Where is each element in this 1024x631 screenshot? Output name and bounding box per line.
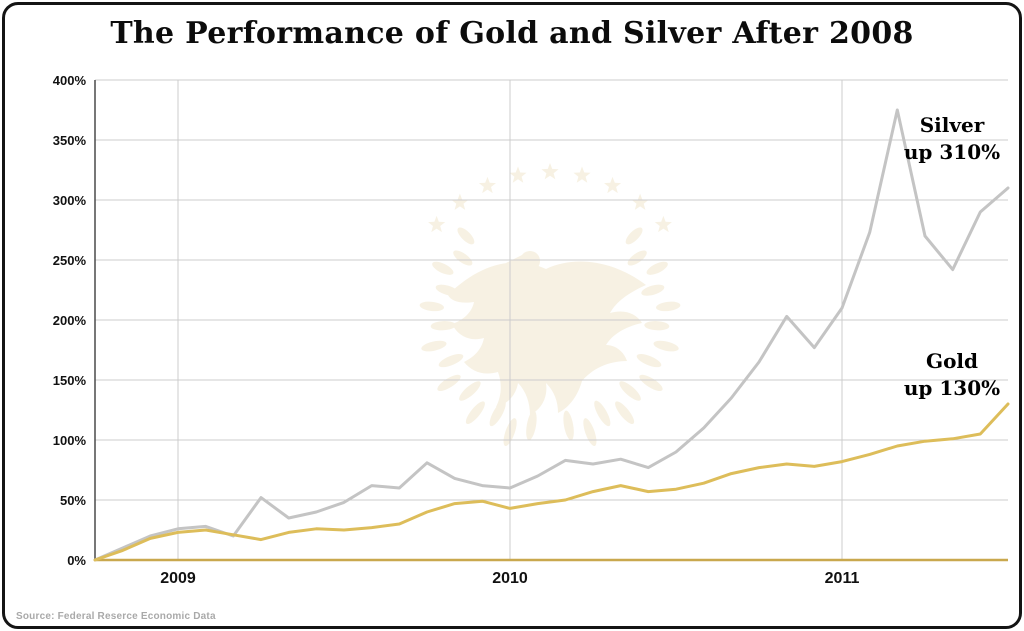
x-tick-label: 2010 [492, 570, 528, 587]
laurel-leaf [656, 301, 681, 312]
star-icon [654, 215, 672, 233]
laurel-leaf [644, 321, 670, 331]
laurel-leaf [625, 227, 643, 245]
laurel-leaf [646, 261, 668, 275]
laurel-leaf [457, 227, 475, 245]
star-icon [631, 193, 649, 210]
laurel-leaf [465, 401, 485, 425]
star-icon [509, 166, 527, 183]
star-icon [428, 215, 446, 233]
star-icon [573, 166, 591, 183]
laurel-leaf [619, 381, 641, 401]
y-tick-label: 200% [53, 313, 87, 328]
x-tick-label: 2009 [160, 570, 196, 587]
laurel-leaf [636, 354, 662, 368]
y-tick-label: 100% [53, 433, 87, 448]
y-tick-label: 0% [67, 553, 86, 568]
gridlines [95, 79, 1008, 560]
laurel-leaf [563, 410, 574, 441]
laurel-leaf [421, 340, 447, 352]
y-tick-label: 150% [53, 373, 87, 388]
eagle-silhouette [448, 251, 646, 415]
eagle-laurel-emblem [419, 163, 681, 447]
y-tick-label: 250% [53, 253, 87, 268]
star-icon [541, 163, 559, 180]
laurel-leaf [639, 374, 663, 392]
gold-line [93, 402, 1010, 562]
silver-line [93, 108, 1010, 562]
y-tick-label: 300% [53, 193, 87, 208]
laurel-leaf [627, 250, 647, 266]
y-tick-label: 50% [60, 493, 86, 508]
y-tick-label: 350% [53, 133, 87, 148]
laurel-leaf [453, 250, 473, 266]
laurel-leaf [489, 400, 506, 427]
silver-annotation: Silver up 310% [903, 113, 1001, 164]
star-icon [604, 176, 622, 194]
gold-annotation: Gold up 130% [903, 349, 1001, 400]
axis-labels: 0% 50% 100% 150% 200% 250% 300% 350% 400% 2009 201… [53, 73, 860, 587]
laurel-leaf [459, 381, 481, 401]
laurel-leaf [653, 340, 679, 352]
source-note: Source: Federal Reserce Economic Data [16, 611, 216, 622]
chart-title: The Performance of Gold and Silver After… [110, 16, 914, 51]
laurel-leaf [438, 354, 464, 368]
laurel-leaf [526, 410, 537, 441]
laurel-leaf [437, 374, 461, 392]
star-icon [478, 176, 496, 194]
laurel-leaf [594, 400, 611, 427]
laurel-leaf [641, 284, 665, 296]
y-tick-label: 400% [53, 73, 87, 88]
x-tick-label: 2011 [825, 570, 860, 587]
laurel-leaf [583, 418, 597, 447]
laurel-leaf [430, 321, 456, 331]
laurel-leaf [419, 301, 444, 312]
star-icon [451, 193, 469, 210]
laurel-leaf [435, 284, 459, 296]
laurel-leaf [615, 401, 635, 425]
laurel-leaf [432, 261, 454, 275]
eagle-emblem-watermark [419, 163, 681, 447]
